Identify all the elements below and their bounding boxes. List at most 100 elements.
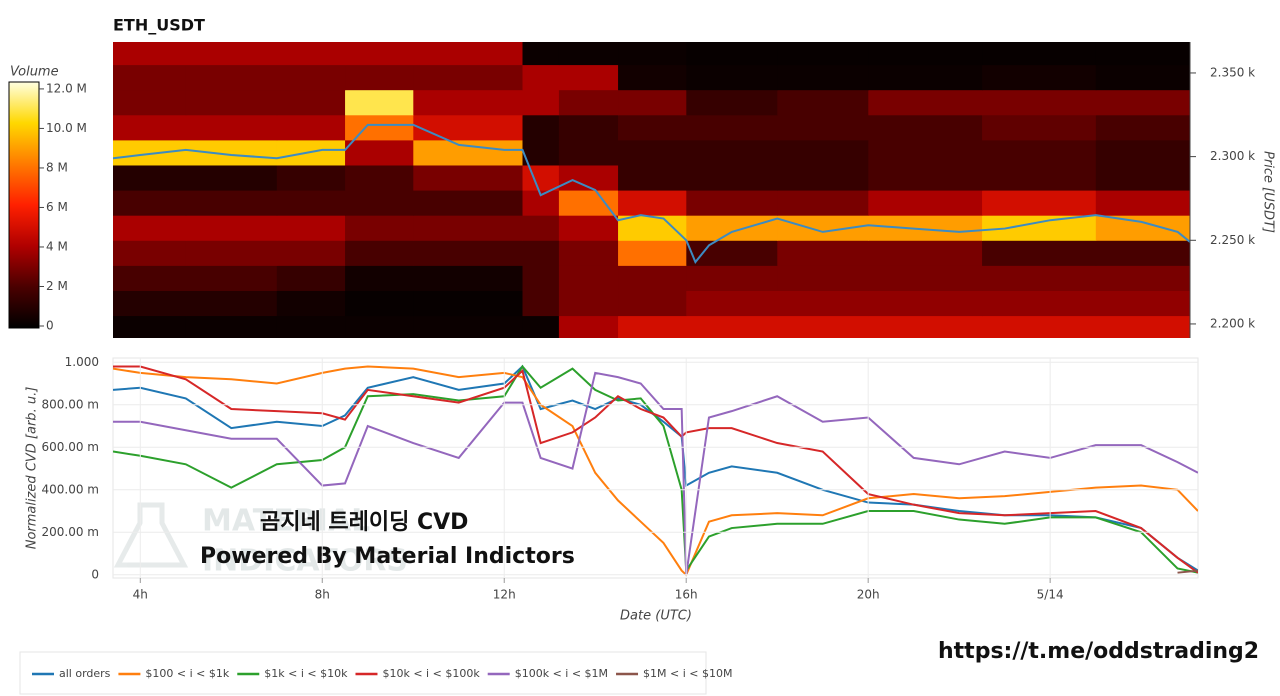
heat-cell [982,89,1097,116]
heat-cell [522,290,560,317]
heat-cell [185,215,278,241]
heat-cell [868,64,983,91]
heat-cell [185,290,278,317]
heat-cell [413,265,524,291]
heat-cell [1095,290,1190,317]
heat-cell [345,42,414,66]
heat-cell [686,315,778,338]
heat-cell [868,290,983,317]
heat-cell [413,89,524,116]
heat-cell [868,164,983,191]
heat-cell [777,240,869,266]
heat-cell [558,42,619,66]
heat-cell [777,42,869,66]
heat-cell [868,42,983,66]
heat-cell [345,240,414,266]
series-line [113,365,1198,574]
heat-cell [1095,42,1190,66]
heat-cell [868,190,983,216]
heat-cell [276,215,346,241]
legend-items: all orders $100 < i < $1k $1k < i < $10k $1… [32,667,732,680]
heat-cell [982,315,1097,338]
heat-cell [413,215,524,241]
heat-cell [413,64,524,91]
heat-cell [522,89,560,116]
heat-cell [558,315,619,338]
heatmap [113,42,1190,338]
heat-cell [618,139,687,166]
heat-cell [777,114,869,141]
heat-cell [413,315,524,338]
heat-cell [185,240,278,266]
legend-label: $1M < i < $10M [643,667,732,680]
x-axis-label: Date (UTC) [620,609,692,624]
colorbar-tick-label: 12.0 M [46,81,87,95]
heat-cell [345,290,414,317]
y-tick-label: 400.00 m [42,482,100,496]
y-tick-label: 2.300 k [1210,149,1255,163]
heat-cell [686,139,778,166]
heat-cell [113,215,187,241]
heat-cell [618,290,687,317]
heat-cell [618,315,687,338]
y-axis-label: Price [USDT] [1261,151,1276,233]
legend-label: $1k < i < $10k [264,667,348,680]
colorbar-title: Volume [10,65,59,80]
heat-cell [618,64,687,91]
y-tick-label: 2.250 k [1210,233,1255,247]
link[interactable]: https://t.me/oddstrading2 [938,639,1259,664]
heat-cell [345,164,414,191]
heat-cell [185,64,278,91]
heat-cell [686,164,778,191]
heat-cell [777,190,869,216]
heat-cell [276,265,346,291]
heat-cell [345,190,414,216]
y-tick-label: 200.00 m [42,525,100,539]
heat-cell [1095,265,1190,291]
heat-cell [185,315,278,338]
heat-cell [1095,215,1190,241]
heat-cell [522,215,560,241]
heat-cell [777,265,869,291]
heat-cell [868,89,983,116]
heat-cell [276,240,346,266]
x-tick-label: 12h [493,588,516,602]
heat-cell [1095,139,1190,166]
heat-cell [1095,190,1190,216]
heat-cell [113,240,187,266]
heat-cell [113,42,187,66]
heat-cell [1095,114,1190,141]
heat-cell [113,89,187,116]
heat-cell [185,42,278,66]
heat-cell [522,265,560,291]
heat-cell [558,240,619,266]
heat-cell [185,164,278,191]
heat-cell [113,114,187,141]
series-line [113,365,1198,577]
heat-cell [686,215,778,241]
heat-cell [1095,315,1190,338]
colorbar-tick-label: 6 M [46,200,68,214]
heat-cell [982,240,1097,266]
legend-label: all orders [59,667,111,680]
heat-cell [868,114,983,141]
heat-cell [276,42,346,66]
heat-cell [345,315,414,338]
heat-cell [618,190,687,216]
heatmap-title: ETH_USDT [113,16,205,35]
colorbar-tick-label: 4 M [46,239,68,253]
y-tick-label: 1.000 [65,355,99,369]
heat-cell [276,315,346,338]
heat-cell [618,215,687,241]
heat-cell [618,164,687,191]
watermark-text: INDICATORS [202,544,408,579]
heat-cell [276,164,346,191]
colorbar-tick-label: 2 M [46,279,68,293]
heat-cell [185,139,278,166]
legend-label: $100 < i < $1k [145,667,229,680]
heat-cell [686,190,778,216]
price-line [113,123,1190,264]
heat-cell [686,64,778,91]
heat-cell [558,64,619,91]
